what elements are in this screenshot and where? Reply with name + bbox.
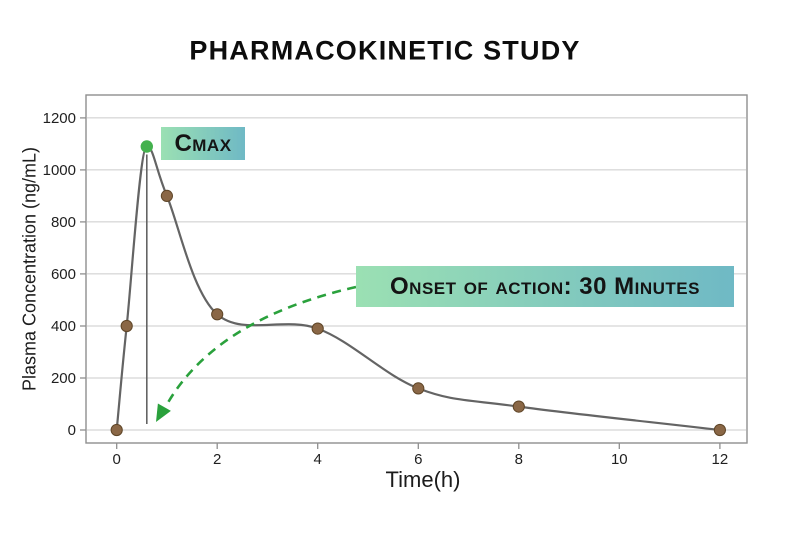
- x-axis-ticks: 0 2 4 6 8 10 12: [113, 443, 729, 468]
- x-tick-label: 8: [515, 451, 523, 468]
- data-point: [120, 319, 133, 333]
- onset-arrow-curve: [164, 285, 357, 407]
- onset-arrowhead-icon: [156, 403, 171, 422]
- plot-border: [85, 94, 748, 444]
- x-tick-label: 4: [314, 451, 322, 468]
- data-point: [412, 382, 425, 395]
- data-point: [110, 423, 123, 437]
- data-point: [713, 423, 727, 437]
- y-tick-label: 400: [51, 318, 76, 335]
- x-tick-label: 0: [113, 451, 121, 468]
- data-points: [110, 140, 727, 437]
- peak-point: [140, 140, 153, 153]
- onset-annotation: Onset of action: 30 Minutes: [356, 266, 734, 307]
- gridlines: [87, 117, 746, 431]
- y-tick-label: 1000: [43, 162, 76, 179]
- x-axis-label: Time(h): [385, 467, 461, 492]
- data-point: [160, 189, 173, 202]
- data-point: [311, 322, 324, 335]
- y-tick-label: 1200: [43, 110, 76, 127]
- chart-title: PHARMACOKINETIC STUDY: [189, 35, 581, 66]
- x-tick-label: 2: [213, 451, 221, 468]
- y-tick-label: 200: [51, 370, 76, 387]
- onset-arrow: [156, 285, 357, 422]
- x-tick-label: 12: [712, 451, 729, 468]
- y-tick-label: 800: [51, 214, 76, 231]
- y-axis-ticks: 0 200 400 600 800 1000 1200: [43, 110, 86, 439]
- y-tick-label: 600: [51, 266, 76, 283]
- data-point: [211, 308, 224, 321]
- x-tick-label: 10: [611, 451, 628, 468]
- x-tick-label: 6: [414, 451, 422, 468]
- cmax-label: Cmax: [161, 127, 245, 160]
- data-point: [512, 400, 525, 413]
- y-tick-label: 0: [68, 422, 76, 439]
